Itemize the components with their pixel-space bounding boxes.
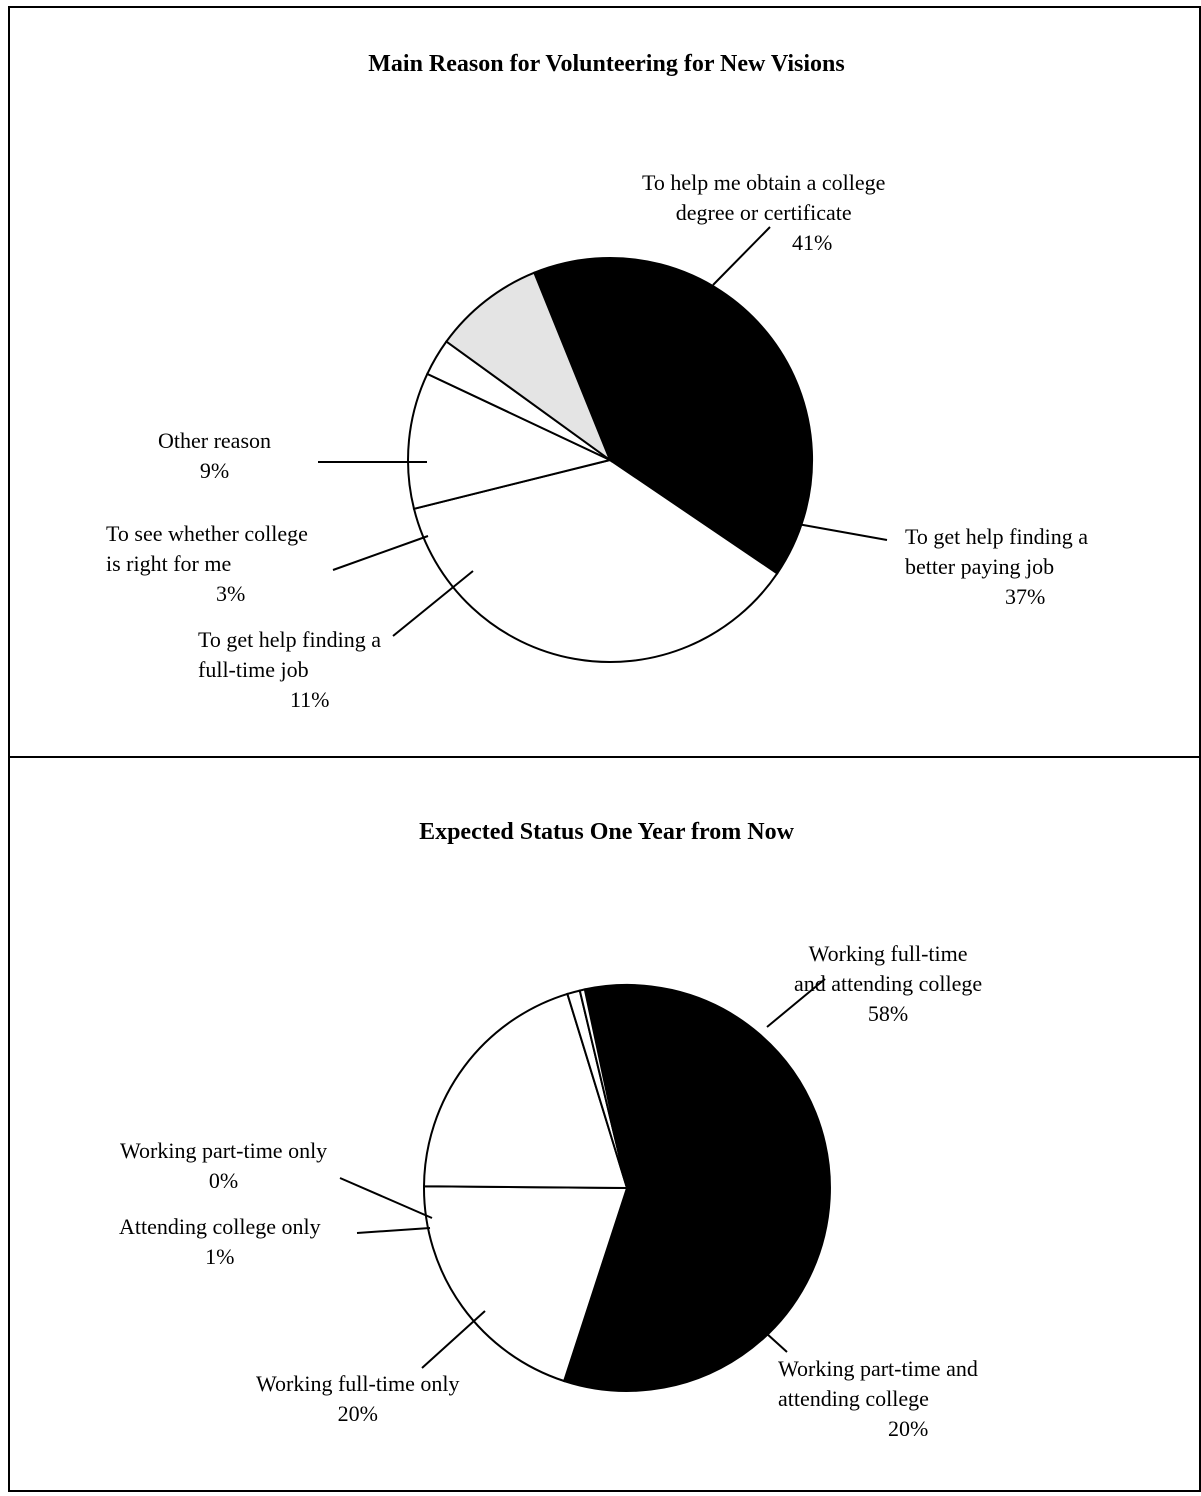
leader-line-slice-ft-college	[766, 978, 826, 1028]
chart-title: Expected Status One Year from Now	[419, 819, 794, 845]
chart-panel-reasons: Main Reason for Volunteering for New Vis…	[8, 6, 1201, 756]
pie-chart-status	[339, 978, 831, 1392]
leader-line-slice-college-degree	[712, 226, 771, 286]
slice-other	[445, 271, 613, 463]
slice-label-college-only: Attending college only 1%	[119, 1214, 321, 1269]
pie-chart-reasons	[318, 226, 888, 664]
slice-label-ft-only: Working full-time only 20%	[256, 1371, 460, 1426]
chart-panel-status: Expected Status One Year from Now Workin…	[8, 756, 1201, 1492]
slice-label-ft-college: Working full-time and attending college …	[794, 941, 983, 1026]
slice-ft-only	[422, 992, 629, 1190]
slice-pt-college	[422, 1185, 629, 1383]
slice-college-degree	[532, 256, 814, 575]
leader-line-slice-ft-only	[421, 1310, 486, 1369]
slice-label-full-time-job: To get help finding a full-time job 11%	[198, 627, 381, 712]
slice-full-time-job	[407, 372, 613, 511]
slice-better-job	[412, 458, 779, 664]
slice-pt-only	[578, 988, 628, 1189]
slice-label-other: Other reason 9%	[158, 428, 272, 483]
leader-line-slice-pt-only	[339, 1177, 433, 1219]
chart-title: Main Reason for Volunteering for New Vis…	[368, 51, 845, 77]
slice-label-pt-college: Working part-time and attending college …	[778, 1356, 978, 1441]
leader-line-slice-full-time-job	[392, 570, 474, 637]
slice-label-college-right: To see whether college is right for me 3…	[106, 521, 308, 606]
leader-line-slice-college-right	[332, 535, 429, 571]
leader-line-slice-college-only	[356, 1227, 431, 1234]
leader-line-slice-pt-college	[712, 1284, 788, 1353]
slice-ft-college	[562, 984, 831, 1392]
leader-line-slice-better-job	[791, 522, 888, 541]
slice-label-pt-only: Working part-time only 0%	[120, 1138, 328, 1193]
slice-label-better-job: To get help finding a better paying job …	[905, 524, 1088, 609]
slice-label-college-degree: To help me obtain a college degree or ce…	[642, 170, 886, 255]
